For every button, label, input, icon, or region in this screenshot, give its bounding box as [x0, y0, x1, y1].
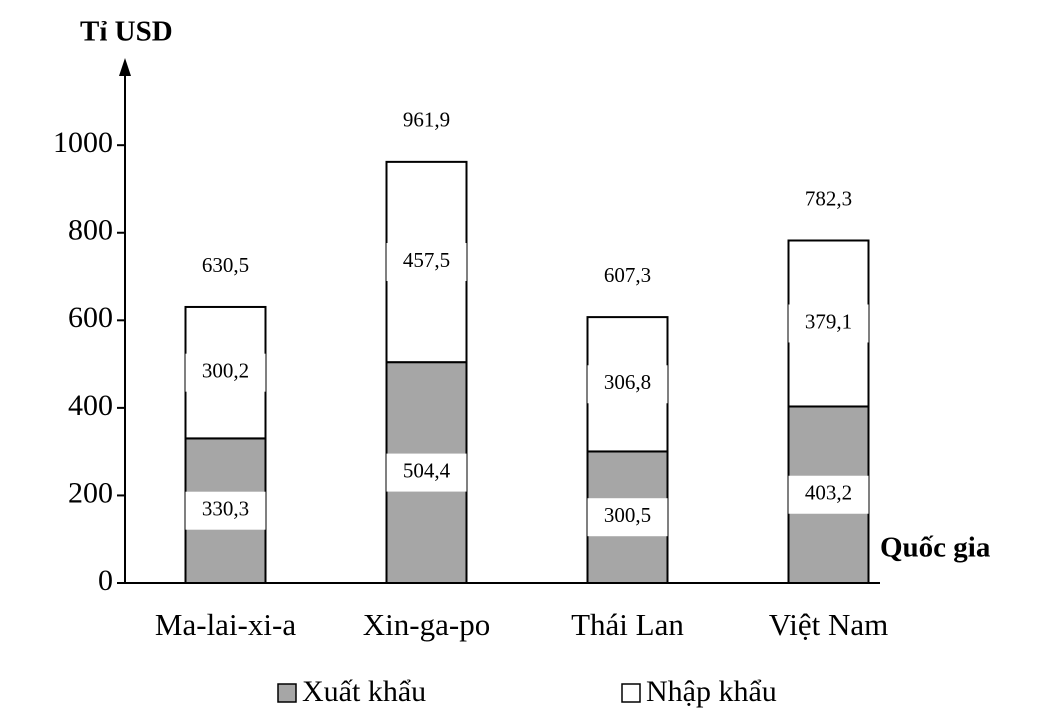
y-tick-label: 1000 — [53, 126, 113, 159]
y-tick-label: 800 — [68, 214, 113, 247]
value-label-box — [587, 365, 668, 404]
value-label: 379,1 — [805, 309, 852, 333]
value-label: 300,5 — [604, 503, 651, 527]
value-label: 306,8 — [604, 370, 651, 394]
x-axis-label: Quốc gia — [880, 532, 991, 564]
y-axis-arrow — [119, 58, 131, 76]
total-label: 630,5 — [202, 253, 249, 277]
total-label-box — [386, 102, 467, 141]
total-label-box — [587, 258, 668, 297]
total-label: 607,3 — [604, 263, 651, 287]
value-label: 457,5 — [403, 248, 450, 272]
total-label-box — [788, 181, 869, 220]
value-label-box — [788, 475, 869, 514]
value-label-box — [587, 498, 668, 537]
y-tick-label: 200 — [68, 476, 113, 509]
value-label: 504,4 — [403, 458, 451, 482]
legend-swatch — [621, 683, 641, 703]
legend-label: Nhập khẩu — [646, 675, 777, 708]
y-tick-label: 400 — [68, 389, 113, 422]
value-label-box — [386, 243, 467, 282]
x-tick-label: Xin-ga-po — [363, 607, 490, 642]
value-label: 330,3 — [202, 497, 249, 521]
value-label: 403,2 — [805, 481, 852, 505]
x-tick-label: Thái Lan — [571, 607, 684, 642]
value-label-box — [788, 304, 869, 343]
value-label-box — [386, 453, 467, 492]
legend-swatch — [277, 683, 297, 703]
value-label: 300,2 — [202, 358, 249, 382]
y-axis-label: Tỉ USD — [80, 16, 173, 48]
x-tick-label: Việt Nam — [769, 607, 889, 642]
total-label: 782,3 — [805, 186, 852, 210]
value-label-box — [185, 491, 266, 530]
legend-label: Xuất khẩu — [302, 675, 426, 708]
x-tick-label: Ma-lai-xi-a — [155, 607, 296, 642]
value-label-box — [185, 353, 266, 392]
total-label-box — [185, 247, 266, 286]
total-label: 961,9 — [403, 108, 450, 132]
y-tick-label: 600 — [68, 301, 113, 334]
y-tick-label: 0 — [98, 564, 113, 597]
